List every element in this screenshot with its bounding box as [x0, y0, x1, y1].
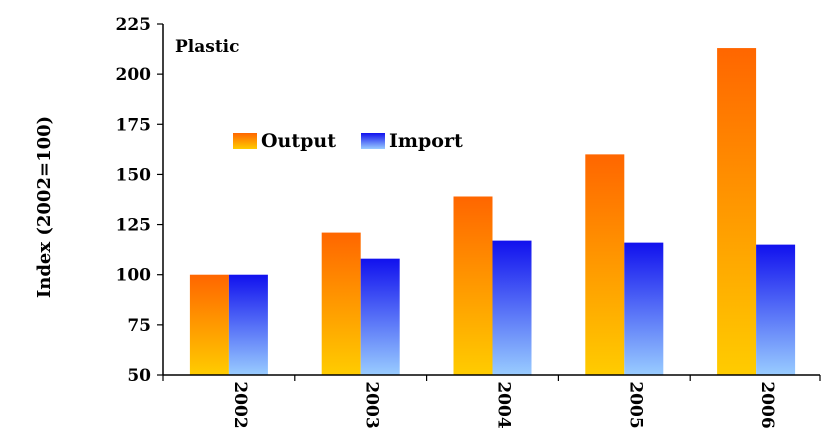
- bar-output-2002: [189, 274, 229, 375]
- bar-import-2004: [492, 240, 532, 375]
- axes-group: [162, 24, 821, 381]
- y-ticks-group: 50 75 100 125 150 175 200 225: [116, 15, 163, 386]
- legend-label-output: Output: [261, 130, 336, 152]
- y-axis-label: Index (2002=100): [34, 116, 55, 298]
- x-tick-label-2005: 2005: [625, 381, 645, 428]
- y-tick-label-125: 125: [116, 216, 152, 236]
- legend-swatch-output: [233, 133, 257, 149]
- y-tick-label-75: 75: [127, 316, 151, 336]
- y-tick-label-175: 175: [116, 115, 152, 135]
- chart-title: Plastic: [175, 37, 240, 57]
- y-tick-label-200: 200: [116, 65, 152, 85]
- bar-import-2006: [756, 244, 796, 375]
- x-ticks-group: 2002 2003 2004 2005 2006: [230, 381, 777, 428]
- bar-output-2004: [453, 196, 493, 375]
- x-tick-label-2003: 2003: [362, 381, 382, 428]
- x-tick-label-2006: 2006: [757, 381, 777, 428]
- bar-output-2006: [717, 48, 757, 375]
- x-tick-label-2004: 2004: [494, 381, 514, 428]
- bar-output-2003: [321, 232, 361, 375]
- legend: Output Import: [233, 130, 463, 152]
- y-tick-label-100: 100: [116, 266, 152, 286]
- y-tick-label-150: 150: [116, 165, 152, 185]
- x-tick-label-2002: 2002: [230, 381, 250, 428]
- y-tick-label-50: 50: [127, 366, 151, 386]
- bar-import-2003: [360, 258, 400, 375]
- legend-label-import: Import: [389, 130, 463, 152]
- bars-group: [189, 48, 796, 375]
- bar-import-2002: [228, 274, 268, 375]
- legend-swatch-import: [361, 133, 385, 149]
- bar-output-2005: [585, 154, 625, 375]
- bar-import-2005: [624, 242, 664, 375]
- y-tick-label-225: 225: [116, 15, 152, 35]
